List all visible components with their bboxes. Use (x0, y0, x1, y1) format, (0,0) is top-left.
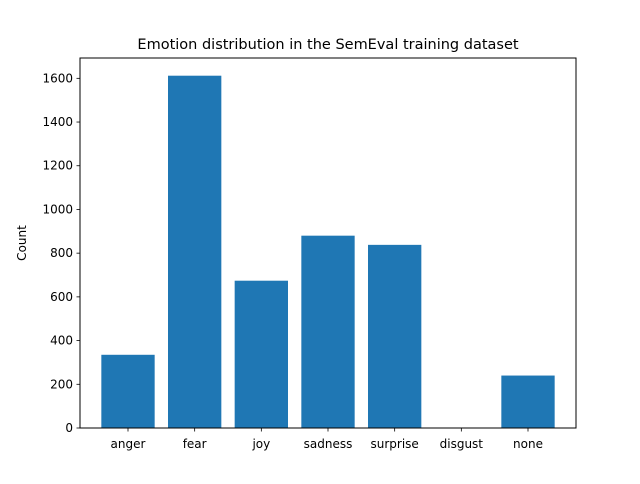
x-tick-label: anger (111, 437, 146, 451)
chart-title: Emotion distribution in the SemEval trai… (137, 37, 518, 53)
y-tick-label: 1200 (42, 159, 73, 173)
bar-surprise (368, 245, 421, 428)
y-tick-label: 1600 (42, 71, 73, 85)
y-tick-label: 200 (50, 377, 73, 391)
y-tick-label: 1400 (42, 115, 73, 129)
y-tick-label: 800 (50, 246, 73, 260)
bars-group (101, 76, 554, 428)
y-tick-label: 1000 (42, 202, 73, 216)
x-tick-label: fear (183, 437, 207, 451)
bar-none (501, 376, 554, 428)
y-tick-label: 600 (50, 290, 73, 304)
x-tick-label: none (513, 437, 543, 451)
y-axis-label: Count (15, 225, 29, 261)
x-tick-label: disgust (440, 437, 484, 451)
y-axis-ticks: 0 200 400 600 800 1000 1200 1400 1600 (42, 71, 80, 435)
bar-fear (168, 76, 221, 428)
bar-anger (101, 355, 154, 428)
bar-sadness (301, 236, 354, 428)
bar-joy (235, 281, 288, 428)
x-tick-label: sadness (304, 437, 353, 451)
y-tick-label: 400 (50, 334, 73, 348)
x-axis-ticks: anger fear joy sadness surprise disgust none (111, 428, 543, 451)
x-tick-label: joy (251, 437, 270, 451)
y-tick-label: 0 (65, 421, 73, 435)
x-tick-label: surprise (371, 437, 419, 451)
